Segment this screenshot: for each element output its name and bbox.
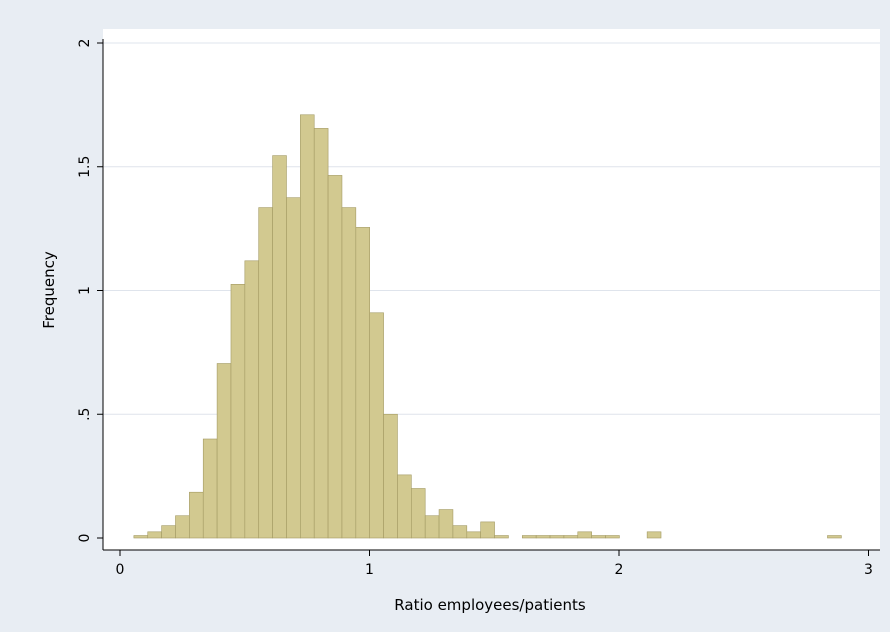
axes: 0 .5 1 1.5 2 0 1 2 3: [77, 39, 880, 578]
histogram-bar-23: [452, 525, 468, 539]
histogram-bar-30: [549, 535, 565, 539]
y-tick-label-4: 2: [77, 39, 93, 48]
histogram-bar-28: [521, 535, 537, 539]
histogram-bar-6: [216, 363, 232, 539]
histogram-bar-15: [341, 207, 357, 539]
histogram-bar-34: [605, 535, 620, 539]
histogram-bar-25: [480, 521, 495, 539]
y-tick-label-0: 0: [77, 534, 93, 543]
histogram-bar-37: [646, 531, 662, 539]
histogram-bar-16: [355, 227, 370, 539]
histogram-bar-20: [411, 488, 426, 539]
histogram-bar-24: [466, 531, 481, 539]
histogram-bar-7: [230, 284, 246, 539]
histogram-bar-5: [202, 438, 218, 539]
histogram-bar-3: [175, 515, 190, 539]
x-tick-label-0: 0: [116, 562, 125, 578]
y-axis-label: Frequency: [40, 251, 58, 329]
x-tick-label-2: 2: [615, 562, 624, 578]
y-tick-label-3: 1.5: [77, 156, 93, 178]
histogram-bar-32: [577, 531, 592, 539]
histogram-bar-19: [397, 474, 412, 539]
histogram-bar-2: [161, 525, 176, 539]
histogram-bar-29: [535, 535, 551, 539]
histogram-bars: [133, 114, 842, 539]
y-tick-label-2: 1: [77, 286, 93, 295]
histogram-bar-31: [563, 535, 579, 539]
x-axis-label: Ratio employees/patients: [394, 596, 586, 614]
histogram-bar-50: [827, 535, 842, 539]
y-tick-label-1: .5: [77, 408, 93, 421]
histogram-bar-1: [147, 531, 162, 539]
histogram-bar-21: [424, 515, 440, 539]
histogram-bar-13: [313, 128, 329, 539]
histogram-bar-10: [272, 155, 287, 539]
x-tick-label-1: 1: [365, 562, 374, 578]
histogram-bar-11: [286, 197, 301, 539]
histogram-bar-8: [244, 260, 260, 539]
histogram-bar-22: [438, 509, 454, 539]
histogram-bar-4: [189, 491, 204, 539]
histogram-bar-0: [133, 535, 149, 539]
histogram-bar-26: [494, 535, 509, 539]
histogram-bar-14: [327, 175, 343, 539]
histogram-bar-12: [300, 114, 315, 539]
histogram-bar-9: [258, 207, 273, 539]
histogram-bar-33: [591, 535, 606, 539]
histogram-bar-17: [369, 312, 384, 539]
x-tick-label-3: 3: [864, 562, 873, 578]
histogram-bar-18: [383, 413, 398, 539]
